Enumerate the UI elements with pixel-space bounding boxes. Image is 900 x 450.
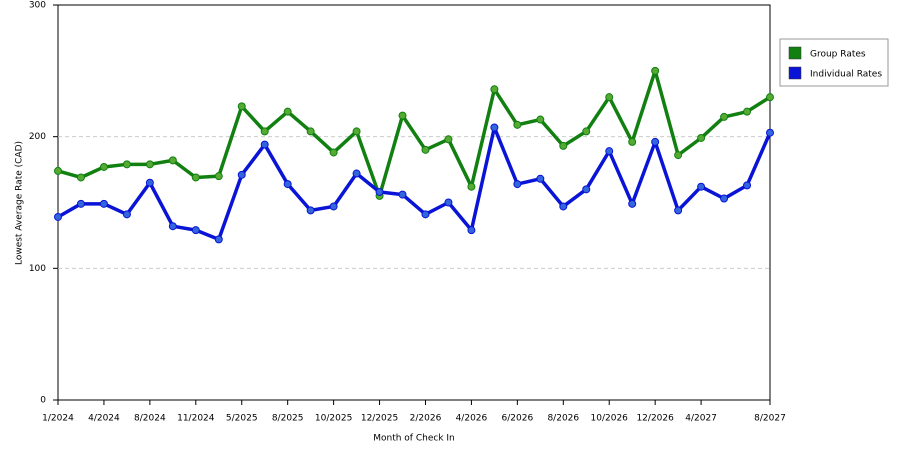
- data-point: [398, 111, 407, 120]
- data-point: [398, 190, 407, 199]
- x-tick-label: 8/2027: [754, 414, 786, 424]
- data-point: [720, 194, 729, 203]
- x-tick-label: 10/2025: [315, 414, 352, 424]
- data-point: [628, 199, 637, 208]
- data-point: [674, 206, 683, 215]
- data-point: [467, 226, 476, 235]
- x-tick-label: 8/2025: [272, 414, 304, 424]
- data-point: [674, 151, 683, 160]
- data-point: [582, 185, 591, 194]
- x-tick-label: 11/2024: [177, 414, 215, 424]
- data-point: [536, 174, 545, 183]
- data-point: [99, 199, 108, 208]
- data-point: [513, 180, 522, 189]
- data-point: [766, 128, 774, 137]
- data-point: [352, 169, 361, 178]
- x-axis-label: Month of Check In: [373, 434, 455, 444]
- y-tick-label: 300: [29, 1, 46, 11]
- data-point: [237, 170, 246, 179]
- x-tick-label: 4/2024: [88, 414, 120, 424]
- data-point: [76, 173, 85, 182]
- x-tick-label: 4/2026: [456, 414, 488, 424]
- data-point: [54, 212, 62, 221]
- data-point: [421, 145, 430, 154]
- x-tick-label: 1/2024: [42, 414, 74, 424]
- data-point: [559, 141, 568, 150]
- data-point: [467, 182, 476, 191]
- y-tick-label: 0: [40, 396, 46, 406]
- legend-swatch: [788, 66, 802, 80]
- data-point: [168, 156, 177, 165]
- series-line: [57, 69, 771, 198]
- data-point: [766, 93, 774, 102]
- data-point: [260, 127, 269, 136]
- data-point: [490, 123, 499, 132]
- x-tick-label: 5/2025: [226, 414, 258, 424]
- data-point: [536, 115, 545, 124]
- data-point: [490, 85, 499, 94]
- data-point: [283, 107, 292, 116]
- data-point: [329, 148, 338, 157]
- data-point: [743, 181, 752, 190]
- x-tick-label: 6/2026: [502, 414, 534, 424]
- data-point: [306, 206, 315, 215]
- data-point: [743, 107, 752, 116]
- data-point: [76, 199, 85, 208]
- data-point: [628, 137, 637, 146]
- data-point: [260, 140, 269, 149]
- data-point: [237, 102, 246, 111]
- data-point: [697, 133, 706, 142]
- data-point: [651, 137, 660, 146]
- data-point: [720, 112, 729, 121]
- data-point: [214, 235, 223, 244]
- legend-label: Individual Rates: [810, 70, 882, 80]
- y-tick-label: 200: [29, 132, 46, 142]
- data-point: [306, 127, 315, 136]
- data-point: [444, 135, 453, 144]
- data-point: [122, 160, 131, 169]
- x-tick-label: 2/2026: [410, 414, 442, 424]
- data-point: [421, 210, 430, 219]
- data-point: [145, 178, 154, 187]
- y-axis-label: Lowest Average Rate (CAD): [15, 141, 25, 265]
- y-tick-label: 100: [29, 264, 46, 274]
- data-point: [605, 93, 614, 102]
- data-point: [444, 198, 453, 207]
- data-point: [122, 210, 131, 219]
- x-tick-label: 8/2026: [547, 414, 579, 424]
- data-point: [191, 173, 200, 182]
- x-tick-label: 10/2026: [591, 414, 629, 424]
- data-point: [329, 202, 338, 211]
- data-point: [145, 160, 154, 169]
- data-point: [559, 202, 568, 211]
- data-point: [54, 166, 62, 175]
- data-point: [651, 66, 660, 75]
- data-point: [375, 187, 384, 196]
- x-tick-label: 12/2025: [361, 414, 398, 424]
- data-point: [191, 226, 200, 235]
- legend-label: Group Rates: [810, 50, 866, 60]
- x-tick-label: 8/2024: [134, 414, 166, 424]
- legend-swatch: [788, 46, 802, 60]
- x-tick-label: 4/2027: [685, 414, 717, 424]
- data-point: [605, 147, 614, 156]
- data-point: [99, 162, 108, 171]
- data-point: [582, 127, 591, 136]
- data-point: [168, 222, 177, 231]
- data-point: [697, 182, 706, 191]
- x-tick-label: 12/2026: [636, 414, 674, 424]
- data-point: [214, 172, 223, 181]
- data-point: [352, 127, 361, 136]
- data-point: [513, 120, 522, 129]
- data-point: [283, 180, 292, 189]
